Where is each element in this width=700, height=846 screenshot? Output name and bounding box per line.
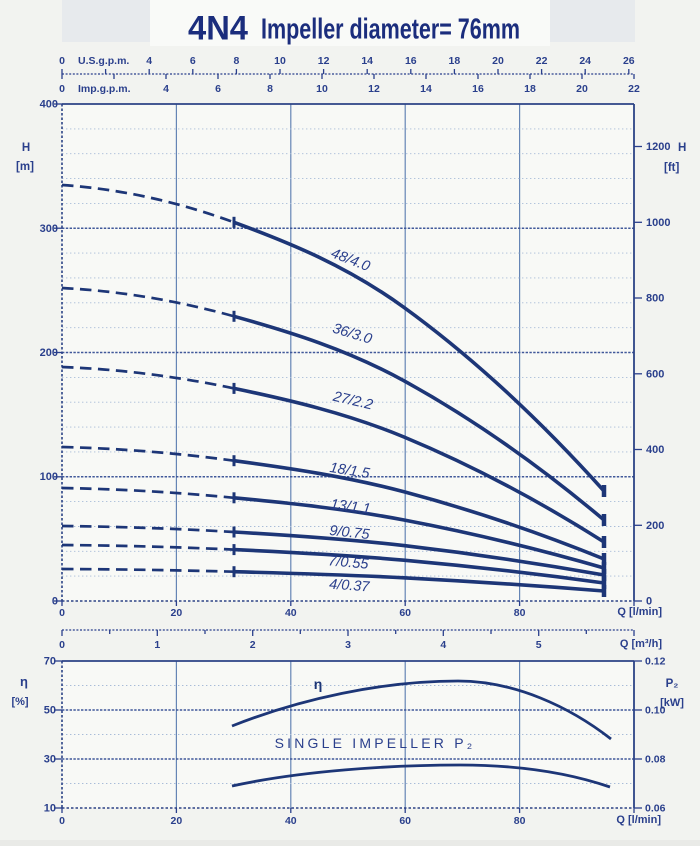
svg-text:0.12: 0.12 (645, 656, 666, 668)
svg-text:H: H (678, 142, 686, 154)
svg-text:0.06: 0.06 (645, 803, 666, 815)
svg-text:400: 400 (40, 99, 58, 111)
svg-text:10: 10 (274, 55, 286, 67)
svg-text:40: 40 (285, 607, 297, 619)
svg-text:0: 0 (59, 55, 65, 67)
svg-text:η: η (314, 676, 323, 692)
svg-text:P₂: P₂ (666, 678, 679, 690)
svg-text:14: 14 (361, 55, 373, 67)
svg-text:6: 6 (190, 55, 196, 67)
svg-text:4: 4 (440, 639, 446, 651)
svg-text:80: 80 (514, 815, 526, 827)
svg-text:50: 50 (44, 705, 56, 717)
svg-text:[kW]: [kW] (660, 697, 684, 709)
svg-text:80: 80 (514, 607, 526, 619)
svg-text:40: 40 (285, 815, 297, 827)
svg-text:20: 20 (171, 815, 183, 827)
svg-text:12: 12 (318, 55, 330, 67)
svg-text:26: 26 (623, 55, 635, 67)
svg-text:6: 6 (215, 83, 221, 95)
svg-text:0: 0 (59, 639, 65, 651)
svg-text:600: 600 (646, 368, 664, 380)
svg-text:η: η (20, 674, 28, 689)
svg-text:30: 30 (44, 754, 56, 766)
svg-text:8: 8 (267, 83, 273, 95)
svg-text:Impeller diameter= 76mm: Impeller diameter= 76mm (261, 14, 520, 46)
svg-text:0: 0 (59, 607, 65, 619)
svg-text:4: 4 (163, 83, 169, 95)
svg-text:12: 12 (368, 83, 380, 95)
svg-text:800: 800 (646, 293, 664, 305)
svg-text:60: 60 (399, 607, 411, 619)
svg-text:60: 60 (399, 815, 411, 827)
svg-text:0: 0 (59, 83, 65, 95)
svg-text:70: 70 (44, 656, 56, 668)
svg-text:200: 200 (40, 347, 58, 359)
svg-text:4: 4 (146, 55, 152, 67)
svg-text:Q [l/min]: Q [l/min] (616, 814, 661, 826)
svg-text:U.S.g.p.m.: U.S.g.p.m. (78, 55, 129, 67)
svg-text:10: 10 (44, 803, 56, 815)
svg-text:H: H (22, 142, 30, 154)
svg-text:22: 22 (628, 83, 640, 95)
svg-text:16: 16 (405, 55, 417, 67)
svg-text:8: 8 (233, 55, 239, 67)
svg-text:0.08: 0.08 (645, 754, 666, 766)
svg-text:200: 200 (646, 520, 664, 532)
svg-text:400: 400 (646, 444, 664, 456)
svg-text:4N4: 4N4 (188, 10, 248, 48)
svg-text:4/0.37: 4/0.37 (329, 577, 371, 596)
svg-text:2: 2 (250, 639, 256, 651)
svg-text:1000: 1000 (646, 217, 670, 229)
svg-text:1200: 1200 (646, 141, 670, 153)
svg-text:100: 100 (40, 471, 58, 483)
svg-text:20: 20 (492, 55, 504, 67)
svg-text:20: 20 (576, 83, 588, 95)
svg-text:300: 300 (40, 223, 58, 235)
svg-text:7/0.55: 7/0.55 (328, 553, 370, 573)
svg-text:18: 18 (524, 83, 536, 95)
svg-text:0.10: 0.10 (645, 705, 666, 717)
svg-text:20: 20 (171, 607, 183, 619)
svg-text:Q [l/min]: Q [l/min] (617, 606, 662, 618)
svg-text:13/1.1: 13/1.1 (329, 497, 371, 518)
svg-text:18/1.5: 18/1.5 (328, 460, 371, 482)
svg-text:9/0.75: 9/0.75 (329, 523, 372, 543)
svg-text:[%]: [%] (11, 696, 28, 708)
svg-text:0: 0 (59, 815, 65, 827)
svg-text:Q [m³/h]: Q [m³/h] (620, 638, 662, 650)
svg-text:SINGLE IMPELLER P₂: SINGLE IMPELLER P₂ (275, 735, 476, 751)
svg-text:0: 0 (646, 596, 652, 608)
svg-text:[ft]: [ft] (664, 162, 679, 174)
svg-text:16: 16 (472, 83, 484, 95)
svg-text:10: 10 (316, 83, 328, 95)
svg-text:1: 1 (154, 639, 160, 651)
svg-text:18: 18 (449, 55, 461, 67)
svg-text:Imp.g.p.m.: Imp.g.p.m. (78, 83, 131, 95)
svg-text:0: 0 (52, 596, 58, 608)
svg-text:[m]: [m] (16, 161, 34, 173)
svg-text:14: 14 (420, 83, 432, 95)
svg-text:24: 24 (579, 55, 591, 67)
svg-text:22: 22 (536, 55, 548, 67)
svg-text:3: 3 (345, 639, 351, 651)
svg-text:5: 5 (536, 639, 542, 651)
